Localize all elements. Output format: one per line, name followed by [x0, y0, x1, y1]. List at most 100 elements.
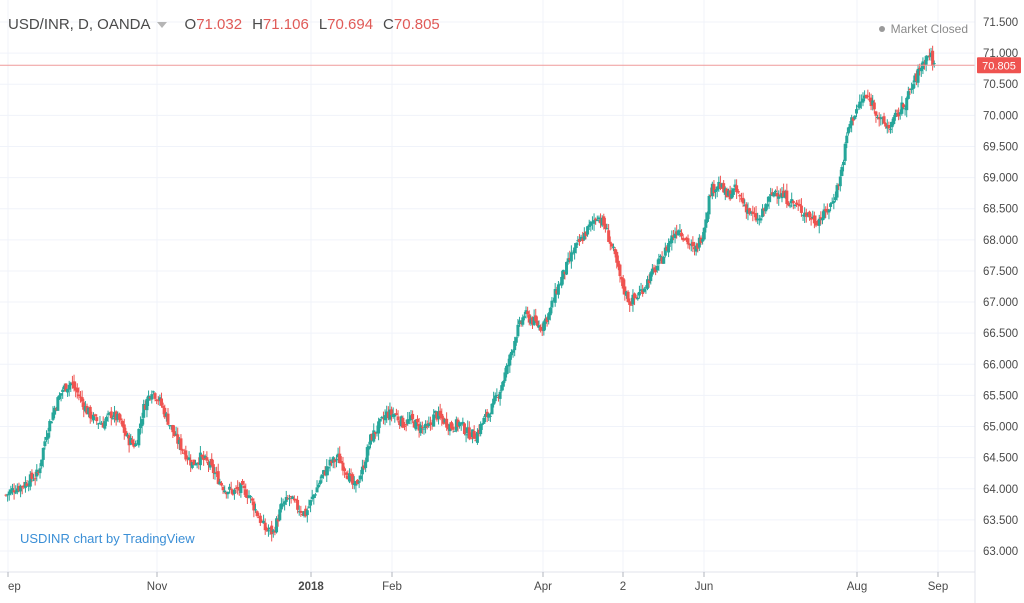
y-tick-label: 63.000 [983, 546, 1018, 558]
candle-body [122, 424, 126, 433]
candle-body [446, 426, 450, 430]
candle-body [396, 416, 400, 421]
candle-body [283, 501, 287, 505]
candle-body [85, 405, 89, 415]
candle-body [642, 288, 646, 292]
candle-body [885, 126, 889, 129]
y-tick-label: 65.500 [983, 390, 1018, 402]
candle-body [315, 487, 319, 493]
candle-body [623, 286, 627, 295]
candle-body [160, 398, 164, 406]
candle-body [391, 414, 395, 417]
candle-body [359, 475, 363, 480]
candle-body [637, 291, 641, 296]
candle-body [33, 478, 37, 480]
candle-body [880, 117, 884, 120]
candle-body [474, 440, 478, 442]
candle-body [555, 290, 559, 294]
candle-body [688, 244, 692, 246]
y-tick-label: 68.500 [983, 204, 1018, 216]
candle-body [334, 459, 338, 461]
candle-body [98, 422, 102, 424]
candle-body [676, 230, 680, 236]
candle-body [339, 461, 343, 464]
candle-body [150, 394, 154, 400]
candle-body [702, 227, 706, 240]
candle-body [650, 268, 654, 275]
candle-body [850, 117, 854, 126]
candle-body [83, 406, 87, 412]
candle-body [411, 413, 415, 420]
candle-body [333, 459, 337, 462]
chevron-down-icon[interactable] [156, 21, 167, 28]
candle-body [409, 415, 413, 421]
candle-body [605, 228, 609, 230]
y-tick-label: 71.000 [983, 48, 1018, 60]
candle-body [432, 414, 436, 427]
candle-body [658, 255, 662, 258]
candle-body [346, 475, 350, 480]
candle-body [825, 208, 829, 213]
candle-body [683, 239, 687, 241]
candle-body [855, 109, 858, 114]
candle-body [450, 422, 453, 429]
candle-body [352, 483, 356, 485]
candle-body [613, 249, 617, 255]
symbol-title[interactable]: USD/INR, D, OANDA [8, 16, 151, 33]
candle-body [194, 464, 198, 466]
candle-body [417, 423, 421, 431]
candle-body [219, 482, 223, 486]
candle-body [244, 489, 248, 498]
candle-body [586, 226, 590, 235]
candle-body [597, 217, 601, 220]
candle-body [323, 471, 327, 476]
candle-body [143, 404, 147, 410]
candle-body [427, 423, 431, 427]
candle-body [548, 307, 552, 316]
candle-body [241, 480, 245, 485]
candle-body [448, 424, 452, 432]
candle-body [728, 190, 732, 200]
candle-body [438, 410, 442, 417]
candle-body [365, 447, 369, 462]
candle-body [741, 197, 745, 204]
watermark-link[interactable]: USDINR chart by TradingView [20, 531, 195, 546]
candle-body [718, 183, 722, 189]
candle-body [208, 461, 212, 468]
candle-body [495, 394, 499, 396]
candle-body [467, 427, 471, 439]
candle-body [412, 421, 416, 428]
candle-body [901, 104, 905, 108]
candle-body [96, 423, 100, 425]
y-tick-label: 69.500 [983, 141, 1018, 153]
candle-body [453, 430, 457, 432]
candle-body [430, 422, 434, 425]
y-tick-label: 64.500 [983, 453, 1018, 465]
x-tick-label: Aug [847, 581, 867, 593]
candle-body [754, 213, 758, 221]
price-axis[interactable]: 63.000 63.500 64.000 64.500 65.000 65.500 66.0… [983, 17, 1018, 558]
candle-body [516, 324, 520, 337]
time-axis[interactable]: ep Nov 2018 Feb Apr 2 Jun Aug Sep [7, 572, 948, 593]
candle-body [793, 204, 797, 206]
candle-body [360, 466, 364, 475]
candle-body [487, 413, 491, 418]
candle-body [872, 102, 876, 110]
candle-body [221, 487, 225, 491]
candle-body [503, 372, 507, 382]
candle-body [262, 520, 266, 524]
y-tick-label: 66.500 [983, 328, 1018, 340]
candle-body [132, 443, 136, 447]
candle-body [670, 235, 674, 244]
candle-body [846, 127, 850, 134]
candle-body [357, 481, 361, 483]
candle-body [43, 441, 47, 447]
candle-body [202, 455, 206, 461]
candle-body [224, 492, 228, 495]
candle-body [69, 382, 73, 386]
candle-body [767, 196, 771, 202]
candle-body [375, 431, 379, 433]
candle-body [242, 485, 246, 489]
candle-body [211, 464, 215, 474]
